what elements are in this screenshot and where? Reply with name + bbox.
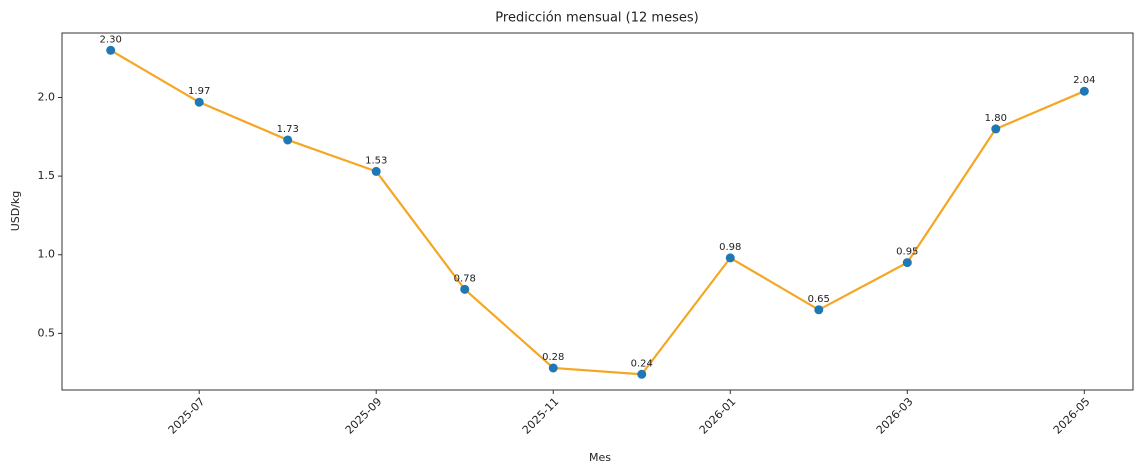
y-tick-label: 1.0: [38, 248, 56, 261]
point: [106, 45, 116, 55]
point: [548, 363, 558, 373]
x-tick-label: 2026-01: [697, 395, 739, 437]
point: [371, 166, 381, 176]
data-label: 0.95: [896, 247, 918, 258]
x-axis-label: Mes: [589, 451, 611, 464]
data-label: 1.53: [365, 155, 387, 166]
point: [991, 124, 1001, 134]
line: [110, 49, 1085, 376]
data-label: 1.73: [277, 124, 299, 135]
data-label: 2.04: [1073, 75, 1095, 86]
point: [637, 369, 647, 379]
x-tick-label: 2025-11: [520, 395, 562, 437]
y-tick-label: 2.0: [38, 90, 56, 103]
x-tick-label: 2026-03: [874, 395, 916, 437]
data-label: 1.97: [188, 86, 210, 97]
data-label: 0.78: [454, 273, 476, 284]
x-tick-label: 2026-05: [1051, 395, 1093, 437]
y-tick-label: 1.5: [38, 169, 56, 182]
x-tick-label: 2025-09: [343, 395, 385, 437]
point: [460, 284, 470, 294]
point: [814, 305, 824, 315]
data-label: 0.98: [719, 242, 741, 253]
chart-title: Predicción mensual (12 meses): [495, 11, 698, 26]
point: [725, 253, 735, 263]
data-label: 1.80: [985, 113, 1007, 124]
data-label: 0.65: [808, 294, 830, 305]
point: [194, 97, 204, 107]
y-axis-label: USD/kg: [9, 191, 22, 232]
point: [902, 258, 912, 268]
point: [1079, 86, 1089, 96]
y-tick-label: 0.5: [38, 326, 56, 339]
data-label: 0.28: [542, 352, 564, 363]
data-label: 2.30: [100, 34, 122, 45]
point: [283, 135, 293, 145]
x-tick-label: 2025-07: [166, 395, 208, 437]
data-label: 0.24: [631, 358, 653, 369]
plot-frame: [61, 32, 1134, 391]
